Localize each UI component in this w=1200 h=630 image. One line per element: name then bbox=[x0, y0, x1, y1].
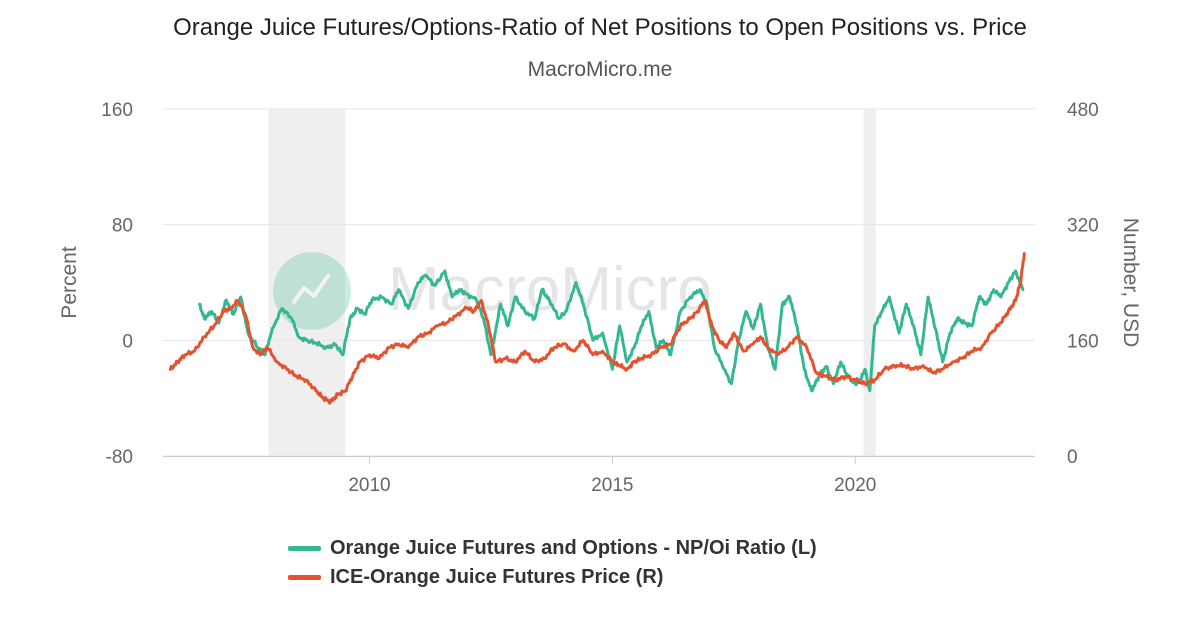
left-tick-label: 160 bbox=[101, 100, 133, 121]
left-tick-label: 80 bbox=[112, 216, 133, 237]
series-line-price[interactable] bbox=[168, 252, 1026, 405]
legend-item-price[interactable]: ICE-Orange Juice Futures Price (R) bbox=[288, 563, 817, 592]
series-lines bbox=[168, 252, 1026, 405]
legend-label-price: ICE-Orange Juice Futures Price (R) bbox=[330, 566, 664, 588]
watermark-logo-icon bbox=[273, 252, 351, 330]
left-axis-title: Percent bbox=[58, 246, 81, 319]
left-tick-label: 0 bbox=[122, 331, 133, 352]
axes: -80 0 80 160 0 160 320 480 2010 2015 2020 Percent Nu… bbox=[58, 100, 1142, 496]
watermark-text: MacroMicro bbox=[388, 255, 712, 324]
x-tick-label: 2020 bbox=[834, 475, 876, 496]
legend-label-ratio: Orange Juice Futures and Options - NP/Oi… bbox=[330, 537, 817, 559]
legend-item-ratio[interactable]: Orange Juice Futures and Options - NP/Oi… bbox=[288, 534, 817, 563]
chart-title: Orange Juice Futures/Options-Ratio of Ne… bbox=[173, 14, 1027, 41]
left-tick-label: -80 bbox=[106, 447, 133, 468]
x-tick-label: 2015 bbox=[591, 475, 633, 496]
right-tick-label: 0 bbox=[1067, 447, 1078, 468]
legend: Orange Juice Futures and Options - NP/Oi… bbox=[288, 534, 817, 592]
watermark-logo-stroke bbox=[292, 274, 330, 304]
right-tick-label: 320 bbox=[1067, 216, 1099, 237]
legend-swatch-ratio bbox=[288, 546, 321, 551]
chart-subtitle: MacroMicro.me bbox=[527, 58, 673, 81]
right-axis-title: Number, USD bbox=[1119, 218, 1142, 348]
x-tick-label: 2010 bbox=[348, 475, 390, 496]
series-line-ratio[interactable] bbox=[197, 269, 1025, 393]
legend-swatch-price bbox=[288, 575, 321, 580]
right-tick-label: 160 bbox=[1067, 331, 1099, 352]
shaded-period-1 bbox=[863, 109, 876, 456]
watermark: MacroMicro bbox=[273, 252, 712, 330]
right-tick-label: 480 bbox=[1067, 100, 1099, 121]
